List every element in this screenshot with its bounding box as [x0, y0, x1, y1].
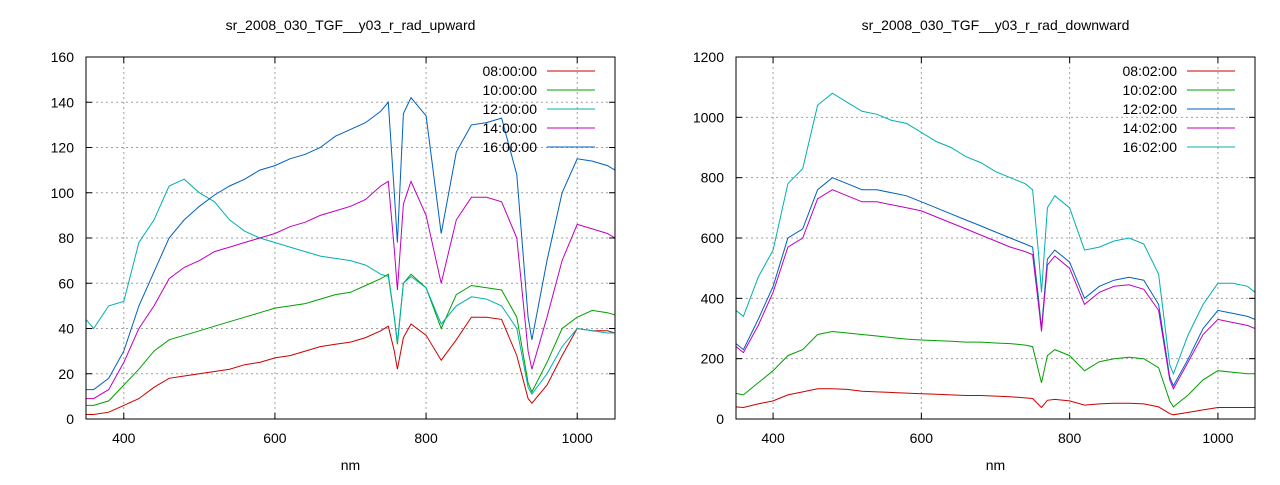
chart-upward: sr_2008_030_TGF__y03_r_rad_upward 0 20 40 60…	[51, 17, 616, 473]
y-tick-label: 1000	[693, 109, 724, 125]
legend-label: 14:02:00	[1123, 120, 1178, 136]
x-tick-label: 600	[910, 430, 934, 446]
series-line-1	[86, 316, 615, 415]
legend-label: 10:00:00	[483, 82, 538, 98]
y-tick-label: 800	[701, 170, 725, 186]
y-tick-label: 200	[701, 351, 725, 367]
legend-label: 08:00:00	[483, 63, 538, 79]
legend-label: 16:02:00	[1123, 139, 1178, 155]
y-tick-label: 400	[701, 290, 725, 306]
y-tick-label: 600	[701, 230, 725, 246]
series-line-1	[736, 388, 1255, 416]
y-tick-label: 80	[58, 230, 74, 246]
y-tick-label: 60	[58, 275, 74, 291]
y-tick-label: 0	[716, 411, 724, 427]
x-tick-label: 400	[761, 430, 785, 446]
legend-label: 08:02:00	[1123, 63, 1178, 79]
y-tick-label: 1200	[693, 49, 724, 65]
legend-label: 14:00:00	[483, 120, 538, 136]
y-tick-label: 100	[51, 185, 75, 201]
x-axis-label: nm	[341, 457, 360, 473]
series-line-4	[736, 189, 1255, 390]
x-tick-label: 800	[414, 430, 438, 446]
x-tick-label: 600	[263, 430, 287, 446]
x-axis-label: nm	[986, 457, 1005, 473]
y-tick-label: 40	[58, 321, 74, 337]
series-line-4	[86, 180, 615, 400]
legend-label: 12:02:00	[1123, 101, 1178, 117]
series-line-5	[86, 96, 615, 391]
y-tick-label: 20	[58, 366, 74, 382]
y-tick-label: 160	[51, 49, 75, 65]
series-line-3	[736, 177, 1255, 387]
x-tick-label: 1000	[1202, 430, 1233, 446]
series-line-2	[736, 330, 1255, 408]
legend-label: 12:00:00	[483, 101, 538, 117]
series-line-3	[86, 178, 615, 396]
legend-label: 16:00:00	[483, 139, 538, 155]
x-tick-label: 1000	[562, 430, 593, 446]
x-tick-label: 800	[1058, 430, 1082, 446]
chart-downward: sr_2008_030_TGF__y03_r_rad_downward 0 200 4…	[693, 17, 1256, 473]
y-tick-label: 0	[66, 411, 74, 427]
y-tick-label: 140	[51, 94, 75, 110]
chart-title: sr_2008_030_TGF__y03_r_rad_downward	[862, 17, 1130, 33]
y-tick-label: 120	[51, 140, 75, 156]
legend-label: 10:02:00	[1123, 82, 1178, 98]
series-line-2	[86, 273, 615, 406]
chart-title: sr_2008_030_TGF__y03_r_rad_upward	[226, 17, 476, 33]
series-line-5	[736, 92, 1255, 376]
x-tick-label: 400	[112, 430, 136, 446]
